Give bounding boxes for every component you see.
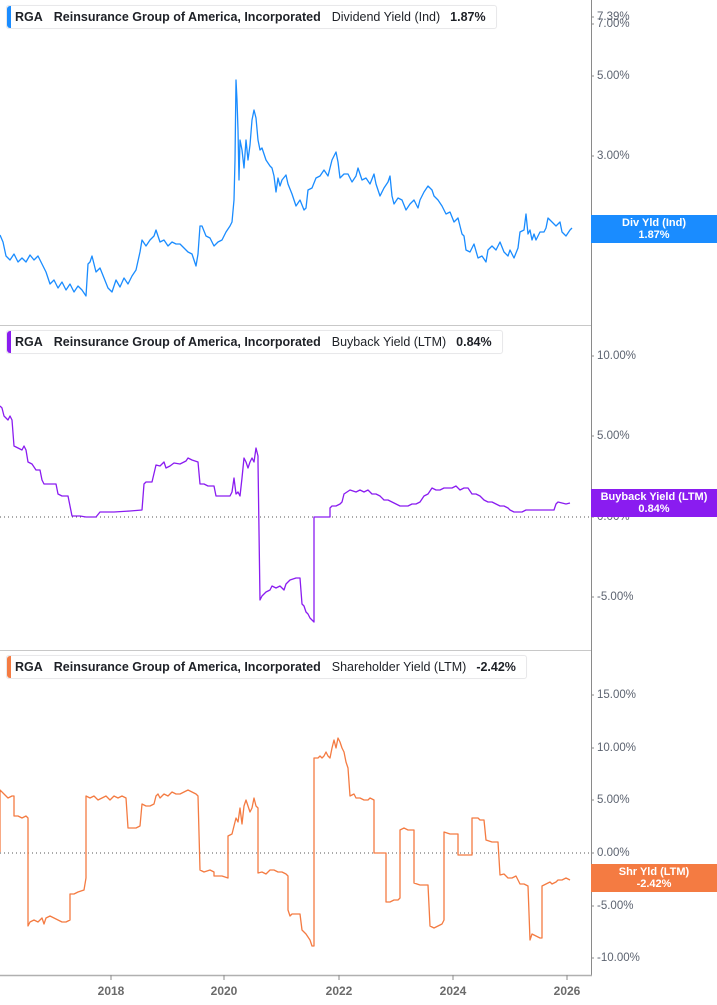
x-tick-label: 2026 [553,984,581,998]
legend-ticker: RGA [15,10,43,24]
shareholder-value-badge: Shr Yld (LTM) -2.42% [591,864,717,892]
y-tick-label: 10.00% [597,742,637,754]
shareholder-yield-line [0,737,571,947]
legend-value: 1.87% [450,10,486,24]
badge-value: -2.42% [636,878,672,890]
y-tick-label: -10.00% [597,952,640,964]
legend-ticker: RGA [15,335,43,349]
buyback-legend: RGA Reinsurance Group of America, Incorp… [6,330,503,354]
x-tick-label: 2024 [439,984,467,998]
legend-metric: Shareholder Yield (LTM) [331,660,467,674]
shareholder-legend: RGA Reinsurance Group of America, Incorp… [6,655,527,679]
buyback-value-badge: Buyback Yield (LTM) 0.84% [591,489,717,517]
y-tick-label: -5.00% [597,591,634,603]
y-tick-label: 0.00% [597,847,630,859]
legend-ticker: RGA [15,660,43,674]
x-tick-label: 2022 [325,984,353,998]
dividend-value-badge: Div Yld (Ind) 1.87% [591,215,717,243]
legend-company: Reinsurance Group of America, Incorporat… [53,335,321,349]
dividend-yield-line [0,79,573,297]
panel-separator [0,650,591,651]
legend-metric: Buyback Yield (LTM) [331,335,447,349]
series-color-swatch [7,6,11,28]
badge-label: Buyback Yield (LTM) [600,491,708,503]
badge-value: 0.84% [638,503,670,515]
buyback-yield-line [0,405,571,623]
y-tick-label: 15.00% [597,689,637,701]
legend-value: -2.42% [476,660,516,674]
series-color-swatch [7,656,11,678]
badge-label: Div Yld (Ind) [622,217,686,229]
x-tick-label: 2018 [97,984,125,998]
y-tick-label: 5.00% [597,430,630,442]
legend-company: Reinsurance Group of America, Incorporat… [53,660,321,674]
legend-value: 0.84% [456,335,492,349]
badge-value: 1.87% [638,229,670,241]
legend-metric: Dividend Yield (Ind) [331,10,441,24]
x-tick-label: 2020 [210,984,238,998]
y-tick-label: 7.00% [597,18,630,30]
badge-label: Shr Yld (LTM) [618,866,690,878]
y-tick-label: 5.00% [597,70,630,82]
x-tick-marks [110,975,568,980]
y-tick-label: -5.00% [597,900,634,912]
y-tick-label: 5.00% [597,794,630,806]
y-tick-label: 7.39% [597,11,630,23]
y-tick-label: 3.00% [597,150,630,162]
dividend-legend: RGA Reinsurance Group of America, Incorp… [6,5,497,29]
series-color-swatch [7,331,11,353]
panel-separator [0,325,591,326]
legend-company: Reinsurance Group of America, Incorporat… [53,10,321,24]
y-tick-label: 10.00% [597,350,637,362]
